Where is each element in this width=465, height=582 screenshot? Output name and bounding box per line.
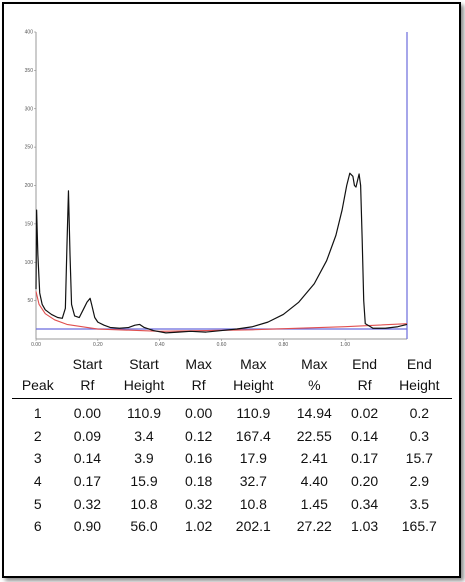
column-header-text: Height <box>399 377 440 393</box>
column-header: Max Rf <box>176 354 221 399</box>
table-row: 1 0.00 110.9 0.00 110.9 14.94 0.02 0.2 <box>12 399 452 425</box>
table-row: 6 0.90 56.0 1.02 202.1 27.22 1.03 165.7 <box>12 515 452 538</box>
table-cell: 0.16 <box>185 450 213 467</box>
table-cell: 1.02 <box>185 518 213 535</box>
column-header: Start Height <box>111 354 177 399</box>
column-header-text: End <box>352 356 378 372</box>
table-cell: 0.09 <box>73 427 102 444</box>
densitometer-trace <box>35 172 408 334</box>
table-cell: 1.45 <box>300 495 328 512</box>
table-cell: 2.41 <box>300 450 328 467</box>
table-cell: 202.1 <box>235 518 271 535</box>
column-header: Max% <box>286 354 343 399</box>
column-header: End Height <box>386 354 452 399</box>
table-cell: 0.2 <box>409 405 430 422</box>
table-row: 5 0.32 10.8 0.32 10.8 1.45 0.34 3.5 <box>12 492 452 515</box>
table-cell: 0.00 <box>73 405 102 422</box>
table-cell: 5 <box>33 495 42 512</box>
y-tick-label: 150 <box>25 221 34 227</box>
table-cell: 110.9 <box>236 405 271 422</box>
table-cell: 0.17 <box>73 473 102 490</box>
table-cell: 0.02 <box>350 405 379 422</box>
y-tick-label: 300 <box>25 106 34 112</box>
table-cell: 1 <box>33 405 42 422</box>
column-header-text: Height <box>123 377 165 393</box>
column-header-text: Rf <box>191 377 206 393</box>
table-cell: 10.8 <box>239 495 267 512</box>
table-cell: 167.4 <box>235 427 271 444</box>
column-header-text: Max <box>185 356 212 372</box>
table-cell: 0.14 <box>73 450 102 467</box>
table-cell: 15.9 <box>130 473 158 490</box>
column-header-text: % <box>308 377 321 393</box>
table-cell: 3.5 <box>409 495 430 512</box>
x-tick-label: 0.80 <box>278 342 288 348</box>
table-cell: 6 <box>33 518 42 535</box>
y-tick-label: 350 <box>25 68 34 74</box>
table-cell: 0.32 <box>73 495 102 512</box>
column-header-text: Rf <box>357 377 372 393</box>
column-header: Peak <box>12 354 64 399</box>
table-cell: 56.0 <box>130 518 158 535</box>
table-cell: 0.14 <box>350 427 379 444</box>
table-cell: 10.8 <box>130 495 158 512</box>
table-cell: 14.94 <box>296 405 332 422</box>
table-cell: 4.40 <box>300 473 328 490</box>
table-cell: 0.20 <box>350 473 379 490</box>
table-cell: 32.7 <box>239 473 267 490</box>
table-cell: 15.7 <box>405 450 433 467</box>
table-cell: 3 <box>33 450 42 467</box>
table-cell: 0.18 <box>185 473 213 490</box>
column-header-text: Height <box>233 377 274 393</box>
y-tick-label: 250 <box>25 145 34 151</box>
table-row: 2 0.09 3.4 0.12 167.4 22.55 0.14 0.3 <box>12 425 452 448</box>
table-row: 3 0.14 3.9 0.16 17.9 2.41 0.17 15.7 <box>12 447 452 470</box>
x-tick-label: 1.00 <box>340 342 350 348</box>
table-cell: 110.9 <box>126 405 161 422</box>
table-cell: 17.9 <box>239 450 267 467</box>
table-cell: 4 <box>33 473 42 490</box>
table-cell: 3.9 <box>134 450 154 467</box>
baseline-trace <box>35 291 408 332</box>
y-tick-label: 50 <box>27 298 33 304</box>
table-cell: 22.55 <box>296 427 332 444</box>
table-cell: 0.12 <box>185 427 213 444</box>
table-cell: 2.9 <box>409 473 430 490</box>
peak-table: Peak Start Rf Start Height Max Rf Max Height Max%… <box>12 354 452 538</box>
column-header-text: Max <box>301 356 328 372</box>
table-cell: 165.7 <box>401 518 437 535</box>
column-header-text: Rf <box>80 377 95 393</box>
column-header-text: Peak <box>21 377 54 393</box>
column-header-text: Start <box>72 356 103 372</box>
column-header: End Rf <box>342 354 387 399</box>
table-cell: 0.90 <box>73 518 102 535</box>
peak-table-header: Peak Start Rf Start Height Max Rf Max Height Max%… <box>12 354 452 399</box>
column-header: Start Rf <box>63 354 112 399</box>
table-row: 4 0.17 15.9 0.18 32.7 4.40 0.20 2.9 <box>12 470 452 493</box>
y-tick-label: 200 <box>25 183 34 189</box>
table-cell: 1.03 <box>350 518 379 535</box>
table-cell: 0.3 <box>409 427 430 444</box>
report-frame: 50 100 150 200 250 300 350 400 0.00 0.20 0.40 0.60 0… <box>2 2 461 578</box>
table-cell: 0.32 <box>185 495 213 512</box>
column-header-text: Start <box>129 356 159 372</box>
table-cell: 27.22 <box>296 518 332 535</box>
column-header: Max Height <box>220 354 286 399</box>
chromatogram-chart: 50 100 150 200 250 300 350 400 0.00 0.20 0.40 0.60 0… <box>25 30 408 348</box>
table-cell: 0.00 <box>185 405 213 422</box>
column-header-text: End <box>406 356 432 372</box>
table-cell: 2 <box>33 427 42 444</box>
x-tick-label: 0.20 <box>93 342 103 348</box>
x-tick-label: 0.40 <box>155 342 165 348</box>
table-cell: 3.4 <box>134 427 154 444</box>
y-tick-label: 100 <box>25 260 34 266</box>
x-tick-label: 0.00 <box>31 342 41 348</box>
column-header-text: Max <box>240 356 267 372</box>
x-tick-label: 0.60 <box>217 342 227 348</box>
table-cell: 0.17 <box>350 450 379 467</box>
table-cell: 0.34 <box>350 495 379 512</box>
y-tick-label: 400 <box>25 30 34 36</box>
